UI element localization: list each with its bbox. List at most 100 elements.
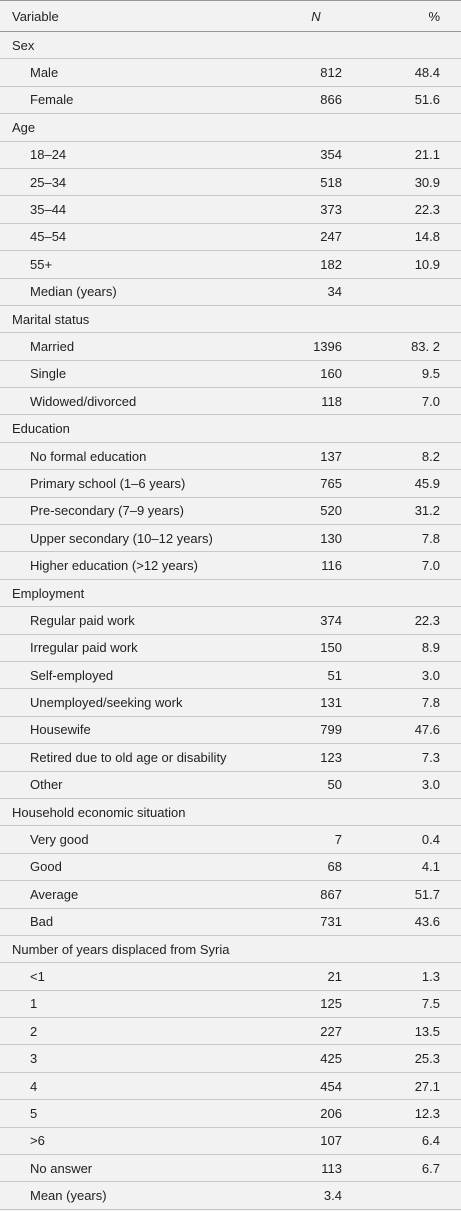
cell: 131 [320, 695, 342, 711]
cell: 50 [327, 777, 342, 793]
cell: 30.9 [414, 174, 440, 190]
cell: 7 [334, 832, 342, 848]
cell: Regular paid work [30, 612, 135, 628]
data-row: Self-employed 51 3.0 [0, 662, 461, 690]
cell: 812 [320, 65, 342, 81]
data-row: 4 454 27.1 [0, 1073, 461, 1101]
data-row: 3 425 25.3 [0, 1045, 461, 1073]
cell: 47.6 [414, 722, 440, 738]
cell: 206 [320, 1105, 342, 1121]
data-row: Pre-secondary (7–9 years) 520 31.2 [0, 498, 461, 526]
cell: Other [30, 777, 63, 793]
cell: Retired due to old age or disability [30, 749, 227, 765]
cell: 113 [321, 1160, 342, 1176]
cell: 21.1 [414, 147, 440, 163]
cell: 27.1 [414, 1078, 440, 1094]
cell: 150 [320, 640, 342, 656]
data-row: Upper secondary (10–12 years) 130 7.8 [0, 525, 461, 553]
cell: 51.6 [414, 92, 440, 108]
data-row: Irregular paid work 150 8.9 [0, 635, 461, 662]
section-row: Employment [0, 580, 461, 608]
cell: 45.9 [414, 475, 440, 491]
data-row: 45–54 247 14.8 [0, 224, 461, 252]
section-label: Age [12, 119, 36, 135]
section-row: Sex [0, 32, 461, 60]
data-row: >6 107 6.4 [0, 1128, 461, 1156]
cell: Male [30, 65, 59, 81]
cell: 45–54 [30, 229, 67, 245]
cell: Irregular paid work [30, 640, 138, 656]
section-label: Number of years displaced from Syria [12, 941, 230, 957]
data-row: Median (years) 34 [0, 279, 461, 306]
cell: 7.0 [421, 393, 440, 409]
cell: Mean (years) [30, 1188, 107, 1204]
data-row: 18–24 354 21.1 [0, 142, 461, 169]
data-row: <1 21 1.3 [0, 963, 461, 991]
section-label: Marital status [12, 311, 90, 327]
cell: 13.5 [414, 1023, 440, 1039]
cell: 227 [320, 1023, 342, 1039]
cell: 247 [320, 229, 342, 245]
section-label: Education [12, 421, 70, 437]
header-row: Variable N% [0, 0, 461, 32]
cell: Unemployed/seeking work [30, 695, 183, 711]
cell: Higher education (>12 years) [30, 558, 199, 574]
cell: 7.5 [421, 996, 440, 1012]
cell: 799 [320, 722, 342, 738]
cell: 18–24 [30, 147, 67, 163]
cell: 7.3 [421, 749, 440, 765]
section-label: Household economic situation [12, 804, 186, 820]
cell: Bad [30, 914, 54, 930]
section-label: Employment [12, 585, 85, 601]
cell: 731 [320, 914, 342, 930]
cell: 35–44 [30, 202, 67, 218]
cell: 118 [321, 393, 342, 409]
data-row: Female 866 51.6 [0, 87, 461, 115]
cell: 51 [327, 667, 342, 683]
data-row: Unemployed/seeking work 131 7.8 [0, 689, 461, 717]
cell: No formal education [30, 448, 147, 464]
cell: 21 [327, 968, 342, 984]
section-label: Sex [12, 37, 35, 53]
cell: 7.0 [421, 558, 440, 574]
data-row: Other 50 3.0 [0, 772, 461, 799]
data-row: Mean (years) 3.4 [0, 1182, 461, 1210]
data-row: 5 206 12.3 [0, 1100, 461, 1128]
cell: 1.3 [421, 968, 440, 984]
cell: 182 [320, 256, 342, 272]
cell: 866 [320, 92, 342, 108]
data-row: 35–44 373 22.3 [0, 196, 461, 224]
cell: 22.3 [414, 202, 440, 218]
cell: 8.2 [421, 448, 440, 464]
cell: Very good [30, 832, 89, 848]
data-row: Good 68 4.1 [0, 854, 461, 882]
data-row: Very good 7 0.4 [0, 826, 461, 854]
cell: No answer [30, 1160, 93, 1176]
cell: 3.0 [421, 667, 440, 683]
data-row: Widowed/divorced 118 7.0 [0, 388, 461, 416]
data-row: Bad 731 43.6 [0, 909, 461, 936]
cell: 425 [320, 1051, 342, 1067]
data-row: Primary school (1–6 years) 765 45.9 [0, 470, 461, 498]
header-cell: Variable [12, 8, 59, 24]
cell: 2 [30, 1023, 38, 1039]
cell: 68 [327, 859, 342, 875]
data-row: Average 867 51.7 [0, 881, 461, 909]
cell: 123 [320, 749, 342, 765]
cell: 4 [30, 1078, 38, 1094]
cell: 4.1 [421, 859, 440, 875]
cell: 0.4 [421, 832, 440, 848]
cell: Pre-secondary (7–9 years) [30, 503, 184, 519]
cell: 373 [320, 202, 342, 218]
cell: 14.8 [414, 229, 440, 245]
cell: 12.3 [414, 1105, 440, 1121]
cell: Single [30, 366, 67, 382]
cell: 3.4 [323, 1188, 342, 1204]
cell: 51.7 [414, 886, 440, 902]
cell: 1 [30, 996, 38, 1012]
cell: >6 [30, 1133, 45, 1149]
cell: 1396 [313, 338, 342, 354]
cell: 6.7 [421, 1160, 440, 1176]
data-row: 55+ 182 10.9 [0, 251, 461, 279]
